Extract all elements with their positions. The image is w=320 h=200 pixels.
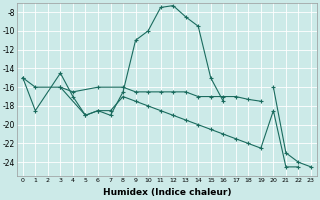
X-axis label: Humidex (Indice chaleur): Humidex (Indice chaleur) — [103, 188, 231, 197]
